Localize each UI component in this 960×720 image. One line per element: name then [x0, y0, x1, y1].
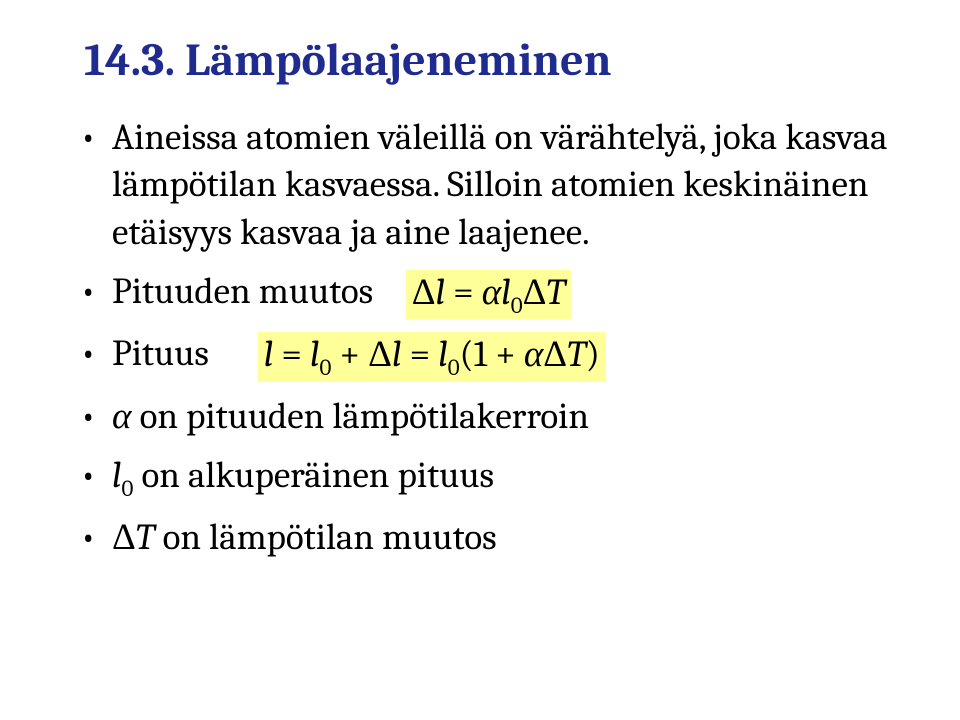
- slide: 14.3. Lämpölaajeneminen Aineissa atomien…: [0, 0, 960, 720]
- slide-title: 14.3. Lämpölaajeneminen: [84, 34, 904, 87]
- bullet-l0: l0 on alkuperäinen pituus: [72, 453, 904, 503]
- bullet-length-label: Pituus: [112, 333, 209, 375]
- symbol-alpha: α: [112, 396, 131, 438]
- bullet-dT: ΔT on lämpötilan muutos: [72, 515, 904, 562]
- bullet-dT-text: on lämpötilan muutos: [163, 517, 497, 559]
- symbol-delta-t: ΔT: [112, 517, 154, 559]
- bullet-intro-text: Aineissa atomien väleillä on värähtelyä,…: [112, 117, 888, 254]
- bullet-l0-text: on alkuperäinen pituus: [141, 455, 494, 497]
- bullet-intro: Aineissa atomien väleillä on värähtelyä,…: [72, 115, 904, 257]
- bullet-length: Pituus l = l0 + Δl = l0(1 + αΔT): [72, 331, 904, 381]
- bullet-length-change: Pituuden muutos Δl = αl0ΔT: [72, 269, 904, 319]
- formula-l: l = l0 + Δl = l0(1 + αΔT): [258, 332, 606, 382]
- bullet-length-change-label: Pituuden muutos: [112, 271, 373, 313]
- bullet-list: Aineissa atomien väleillä on värähtelyä,…: [72, 115, 904, 562]
- bullet-alpha-text: on pituuden lämpötilakerroin: [140, 396, 590, 438]
- symbol-l0: l0: [112, 455, 133, 497]
- formula-delta-l: Δl = αl0ΔT: [406, 270, 571, 320]
- bullet-alpha: α on pituuden lämpötilakerroin: [72, 394, 904, 441]
